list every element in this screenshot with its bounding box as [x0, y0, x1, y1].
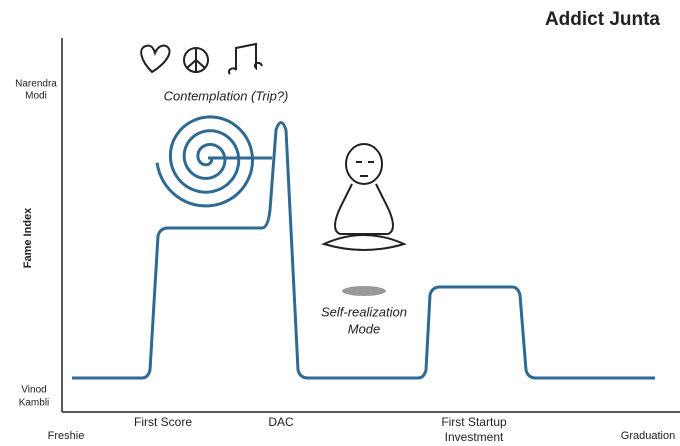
title: Addict Junta: [545, 9, 660, 30]
y-bottom-label: Vinod: [21, 385, 46, 396]
milestone: First Score: [134, 415, 192, 429]
milestone: DAC: [268, 415, 294, 429]
icons: [140, 42, 263, 75]
fame-curve: [72, 121, 655, 380]
annotation: Self-realization: [321, 304, 407, 319]
milestone: First Startup: [441, 415, 507, 429]
x-start-label: Freshie: [48, 430, 85, 442]
milestone: Investment: [445, 430, 504, 444]
y-axis-label: Fame Index: [22, 207, 34, 268]
shadow: [342, 286, 386, 296]
annotation: Mode: [348, 321, 381, 336]
y-top-label: Modi: [25, 91, 47, 102]
spiral: [155, 115, 255, 208]
monk: [321, 143, 407, 251]
annotation: Contemplation (Trip?): [164, 88, 289, 103]
y-top-label: Narendra: [15, 79, 57, 90]
x-end-label: Graduation: [621, 430, 675, 442]
y-bottom-label: Kambli: [19, 398, 50, 409]
